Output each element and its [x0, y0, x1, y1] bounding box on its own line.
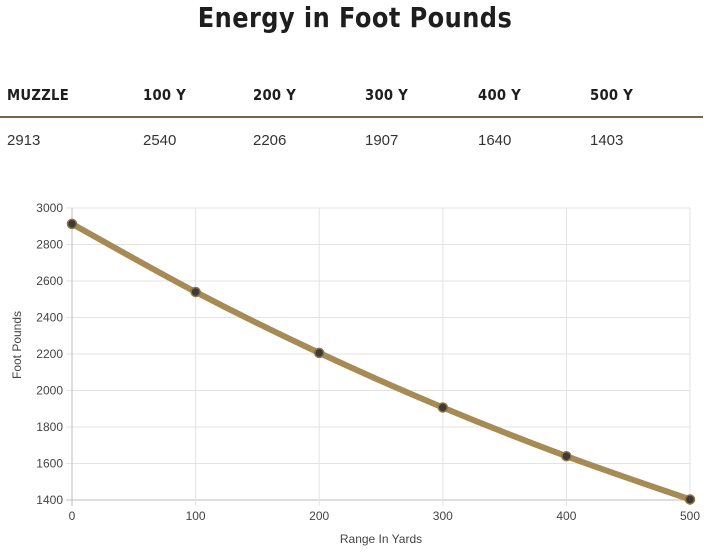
- header-500y: 500 Y: [590, 86, 634, 104]
- data-point: [684, 494, 696, 505]
- data-point: [561, 450, 572, 462]
- value-100y: 2540: [143, 132, 177, 149]
- data-point: [437, 402, 449, 413]
- data-point: [313, 347, 325, 359]
- header-200y: 200 Y: [253, 86, 297, 104]
- y-tick-label: 3000: [36, 201, 63, 215]
- series-line: [69, 220, 693, 503]
- page-title: Energy in Foot Pounds: [197, 1, 513, 34]
- chart-grid: [66, 207, 691, 506]
- data-point: [66, 218, 78, 230]
- x-tick-label: 300: [433, 509, 453, 523]
- value-muzzle: 2913: [7, 132, 41, 149]
- y-tick-label: 2600: [36, 274, 63, 288]
- value-500y: 1403: [590, 132, 624, 149]
- table-header-row: MUZZLE 100 Y 200 Y 300 Y 400 Y 500 Y: [0, 84, 703, 118]
- header-100y: 100 Y: [143, 86, 187, 104]
- header-300y: 300 Y: [365, 86, 409, 104]
- y-axis-title: Foot Pounds: [10, 311, 24, 379]
- y-tick-label: 2200: [36, 347, 63, 361]
- x-tick-label: 0: [69, 509, 76, 523]
- y-tick-label: 2000: [36, 384, 63, 398]
- x-tick-label: 100: [186, 509, 206, 523]
- value-400y: 1640: [478, 132, 512, 149]
- x-axis-ticks: 0 100 200 300 400 500: [69, 509, 701, 523]
- x-axis-title: Range In Yards: [340, 532, 422, 546]
- x-tick-label: 400: [556, 509, 576, 523]
- y-tick-label: 1600: [36, 457, 63, 471]
- x-tick-label: 200: [309, 509, 329, 523]
- header-muzzle: MUZZLE: [7, 86, 70, 104]
- header-400y: 400 Y: [478, 86, 522, 104]
- series-points: [66, 218, 696, 505]
- data-point: [190, 286, 201, 298]
- y-axis-ticks: 1400 1600 1800 2000 2200 2400 2600 2800 3000: [36, 201, 63, 507]
- y-tick-label: 2800: [36, 238, 63, 252]
- value-200y: 2206: [253, 132, 287, 149]
- y-tick-label: 2400: [36, 311, 63, 325]
- value-300y: 1907: [365, 132, 399, 149]
- table-row: 2913 2540 2206 1907 1640 1403: [0, 118, 703, 150]
- y-tick-label: 1800: [36, 420, 63, 434]
- energy-line-chart: 1400 1600 1800 2000 2200 2400 2600 2800 3000 0 10…: [10, 201, 701, 546]
- x-tick-label: 500: [680, 509, 700, 523]
- energy-table: MUZZLE 100 Y 200 Y 300 Y 400 Y 500 Y 291…: [0, 84, 703, 150]
- y-tick-label: 1400: [36, 493, 63, 507]
